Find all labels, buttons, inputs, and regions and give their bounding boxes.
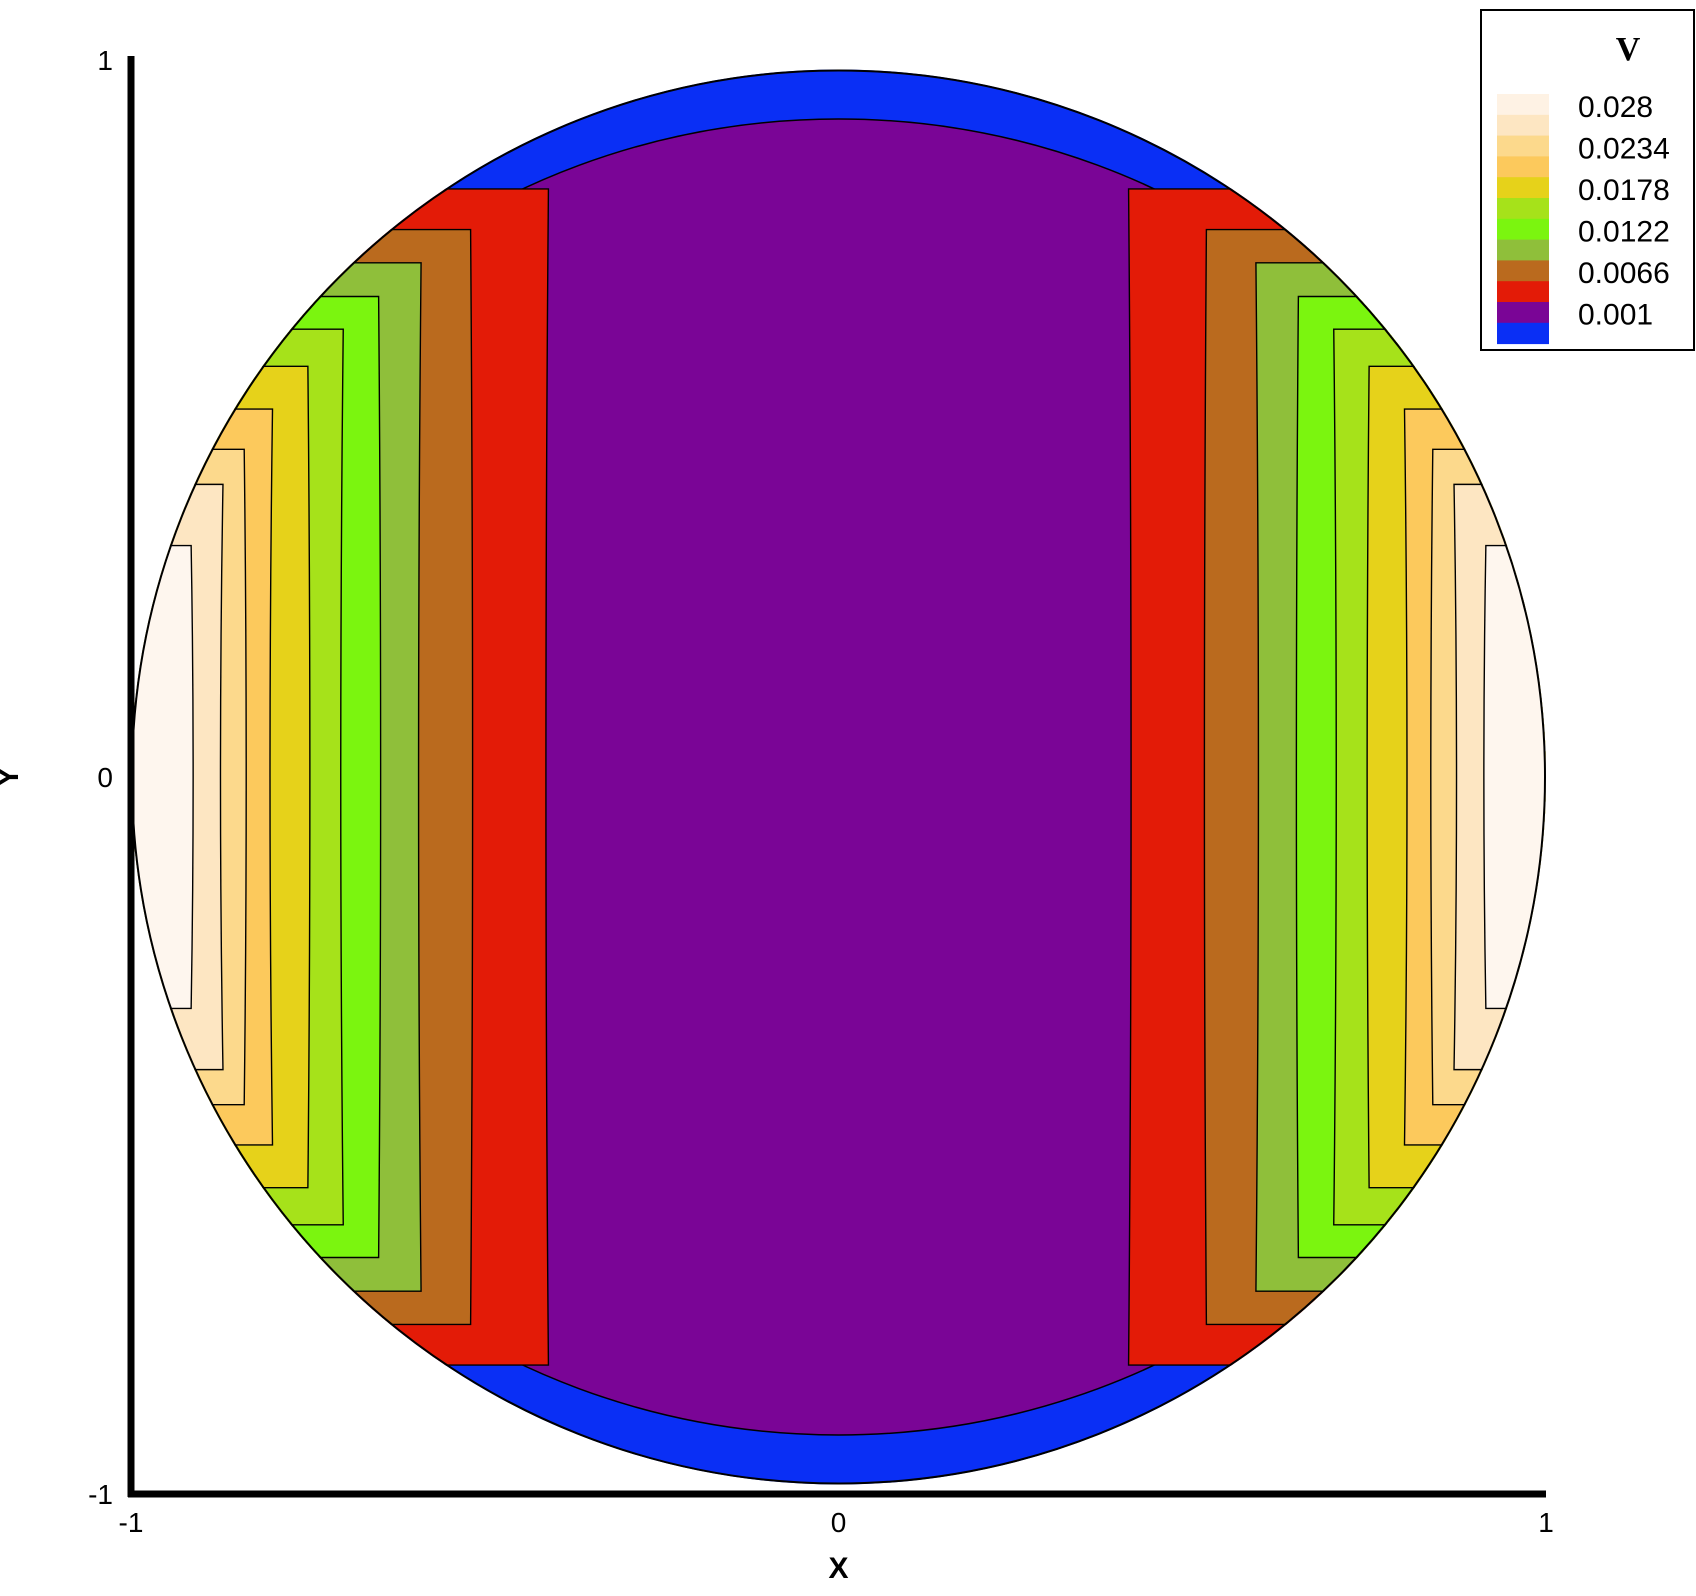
legend-swatch [1497,198,1549,220]
legend-swatch [1497,135,1549,157]
plot-area [131,69,1546,1485]
x-tick-label: 0 [831,1507,847,1538]
y-tick-label: -1 [88,1479,113,1510]
legend-labels: 0.028 0.0234 0.0178 0.0122 0.0066 0.001 [1578,91,1670,332]
axes: -1 0 1 -1 0 1 X Y [0,45,1554,1585]
legend-swatch [1497,177,1549,199]
legend-swatch [1497,114,1549,137]
x-tick-label: -1 [119,1507,144,1538]
legend-swatch [1497,302,1549,324]
y-tick-label: 1 [97,45,113,76]
legend-swatch [1497,239,1549,261]
legend-label: 0.0178 [1578,174,1670,207]
x-axis-title: X [828,1552,848,1585]
y-axis-title: Y [0,767,25,787]
contour-side-bands [131,188,1546,1366]
legend-title: V [1616,31,1641,68]
legend-label: 0.0234 [1578,133,1670,166]
x-tick-label: 1 [1538,1507,1554,1538]
legend-swatch [1497,281,1549,303]
y-ticks: -1 0 1 [88,45,113,1510]
legend-swatch [1497,322,1549,345]
legend: V 0.028 0.0234 0.0178 0.0122 0.0066 0.001 [1480,9,1695,351]
legend-swatches [1497,94,1549,345]
legend-label: 0.0066 [1578,257,1670,290]
legend-label: 0.0122 [1578,216,1670,249]
x-ticks: -1 0 1 [119,1507,1554,1538]
legend-swatch [1497,260,1549,282]
legend-swatch [1497,218,1549,241]
legend-label: 0.001 [1578,299,1653,332]
legend-label: 0.028 [1578,91,1653,124]
legend-swatch [1497,156,1549,178]
legend-swatch [1497,94,1549,116]
y-tick-label: 0 [97,762,113,793]
